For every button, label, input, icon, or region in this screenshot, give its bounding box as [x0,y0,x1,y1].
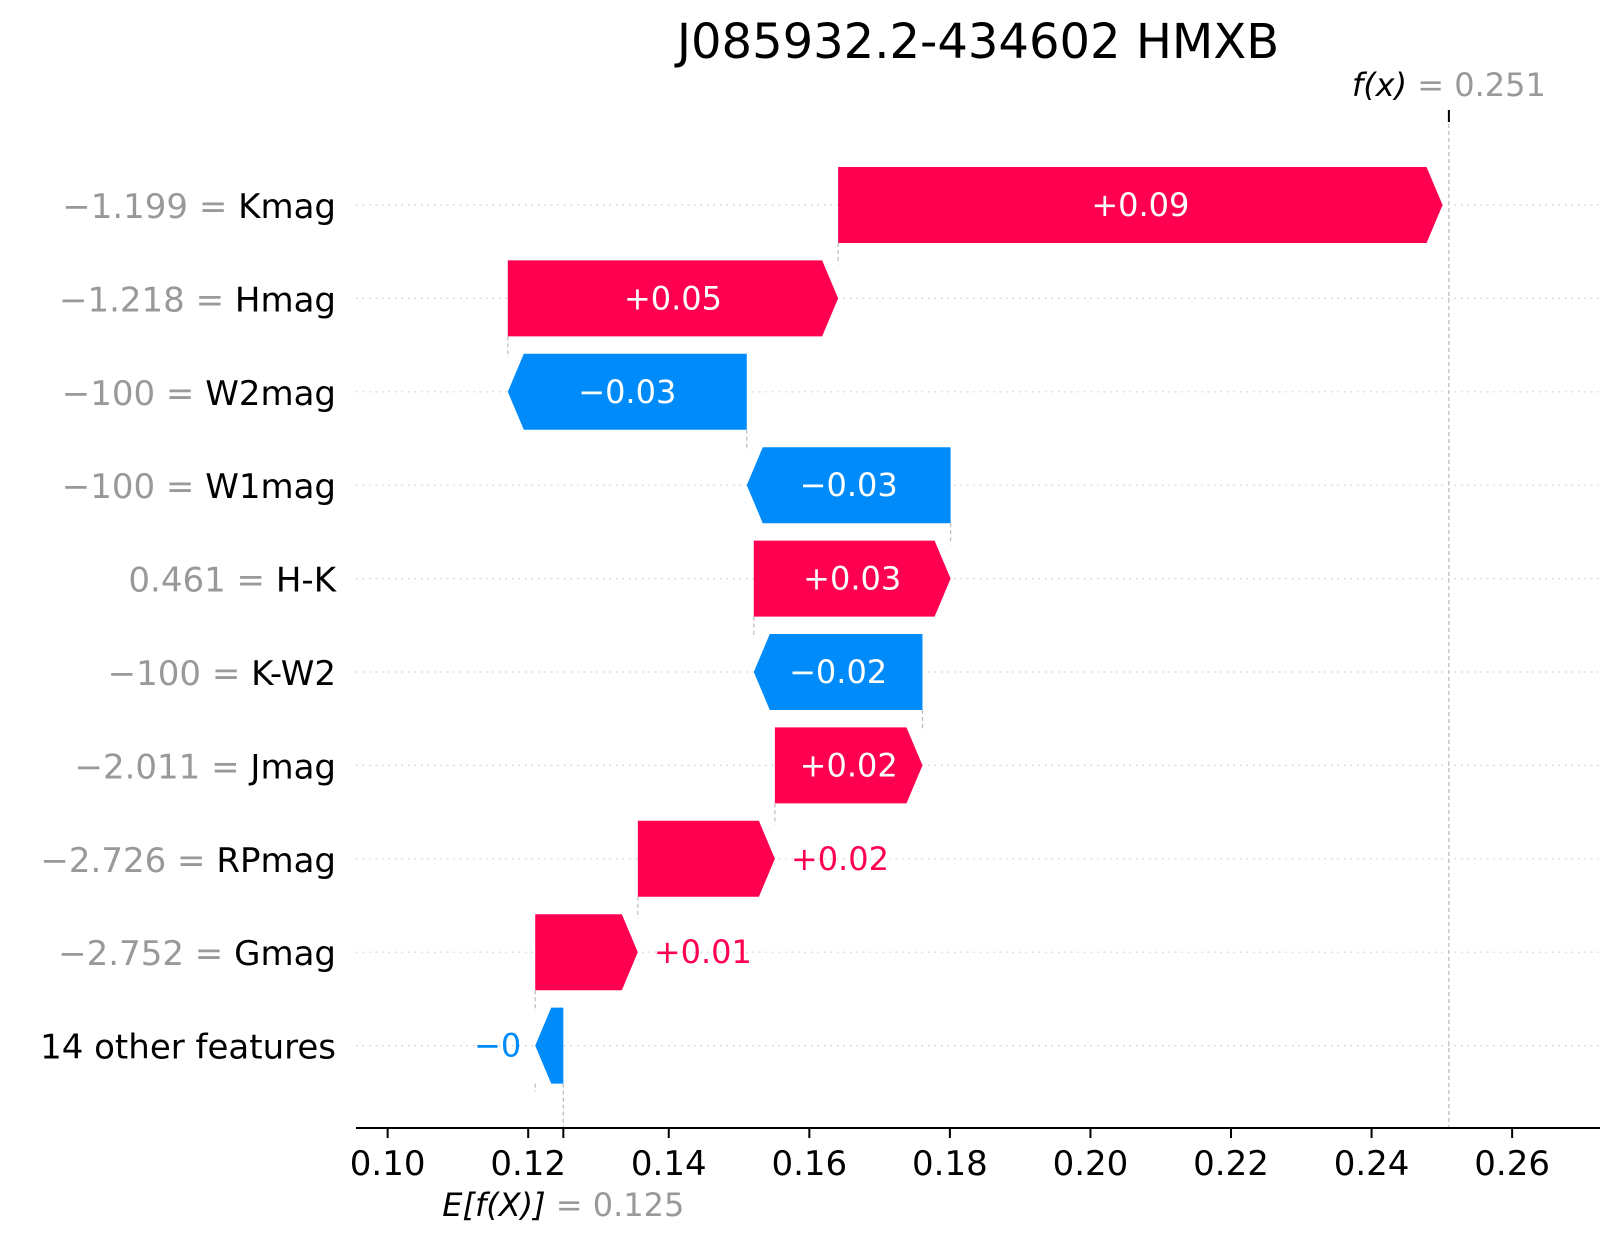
shap-bar [746,447,951,524]
chart-title: J085932.2-434602 HMXB [674,14,1279,70]
x-tick-label: 0.24 [1334,1144,1410,1184]
shap-bar [753,634,923,710]
output-eq: = [1417,66,1454,104]
feature-label: −2.752 = Gmag [58,934,336,974]
base-eq: = [556,1186,593,1224]
feature-rows: −1.199 = Kmag−1.218 = Hmag−100 = W2mag−1… [40,187,1600,1068]
x-tick-label: 0.22 [1193,1144,1269,1184]
output-name: f(x) [1352,66,1417,104]
feature-name: K-W2 [251,654,336,694]
output-value-label: f(x) = 0.251 [1352,66,1546,104]
x-tick-label: 0.14 [631,1144,707,1184]
feature-name: RPmag [216,841,336,881]
shap-bar [774,727,923,804]
feature-name: 14 other features [40,1028,336,1068]
shap-bar [507,260,839,337]
feature-label: −100 = W1mag [62,467,336,507]
feature-value: 0.461 = [128,561,275,601]
feature-name: Kmag [238,187,336,227]
feature-label: −1.218 = Hmag [59,280,336,320]
shap-bar [838,167,1443,243]
shap-value-label: −0.02 [789,653,887,691]
x-tick-label: 0.16 [771,1144,847,1184]
feature-name: Gmag [234,934,336,974]
shap-bar [753,540,951,617]
base-name: E[f(X)] [442,1186,556,1224]
feature-name: H-K [276,561,338,601]
x-tick-label: 0.20 [1053,1144,1129,1184]
shap-value-label: −0.03 [800,466,898,504]
feature-label: −2.011 = Jmag [74,747,336,787]
shap-bars: +0.09 +0.05 −0.03 −0.03 +0.03 −0.02 +0.02 +0.02… [474,167,1443,1128]
shap-value-label: +0.09 [1091,186,1189,224]
shap-value-label: −0 [474,1027,521,1065]
feature-value: −1.199 = [62,187,238,227]
shap-value-label: +0.02 [800,746,898,784]
feature-label: −100 = W2mag [62,374,336,414]
x-axis: 0.10 0.12 0.14 0.16 0.18 0.20 0.22 0.24 0.26 [350,110,1600,1184]
feature-label: −100 = K-W2 [108,654,336,694]
shap-value-label: +0.02 [791,840,889,878]
shap-value-label: −0.03 [578,373,676,411]
feature-label: 0.461 = H-K [128,561,337,601]
x-tick-label: 0.12 [490,1144,566,1184]
shap-value-label: +0.01 [654,933,752,971]
base-value: 0.125 [593,1186,685,1224]
feature-label: −1.199 = Kmag [62,187,336,227]
shap-bar [535,1007,564,1084]
feature-name: Jmag [248,747,336,787]
feature-label: −2.726 = RPmag [40,841,336,881]
x-tick-label: 0.10 [350,1144,426,1184]
feature-value: −100 = [108,654,252,694]
base-value-label: E[f(X)] = 0.125 [442,1186,684,1224]
output-value: 0.251 [1454,66,1546,104]
shap-value-label: +0.05 [624,279,722,317]
feature-name: W2mag [205,374,336,414]
feature-value: −100 = [62,374,206,414]
shap-bar [535,914,638,991]
feature-value: −2.011 = [74,747,250,787]
feature-value: −100 = [62,467,206,507]
shap-value-label: +0.03 [803,560,901,598]
feature-label: 14 other features [40,1028,336,1068]
x-tick-label: 0.18 [912,1144,988,1184]
x-tick-label: 0.26 [1474,1144,1550,1184]
shap-bar [507,353,747,430]
feature-name: Hmag [235,280,336,320]
feature-value: −2.726 = [40,841,216,881]
shap-bar [637,820,775,897]
summary-labels: f(x) = 0.251 E[f(X)] = 0.125 [442,66,1546,1224]
feature-value: −1.218 = [59,280,235,320]
feature-name: W1mag [205,467,336,507]
feature-value: −2.752 = [58,934,234,974]
